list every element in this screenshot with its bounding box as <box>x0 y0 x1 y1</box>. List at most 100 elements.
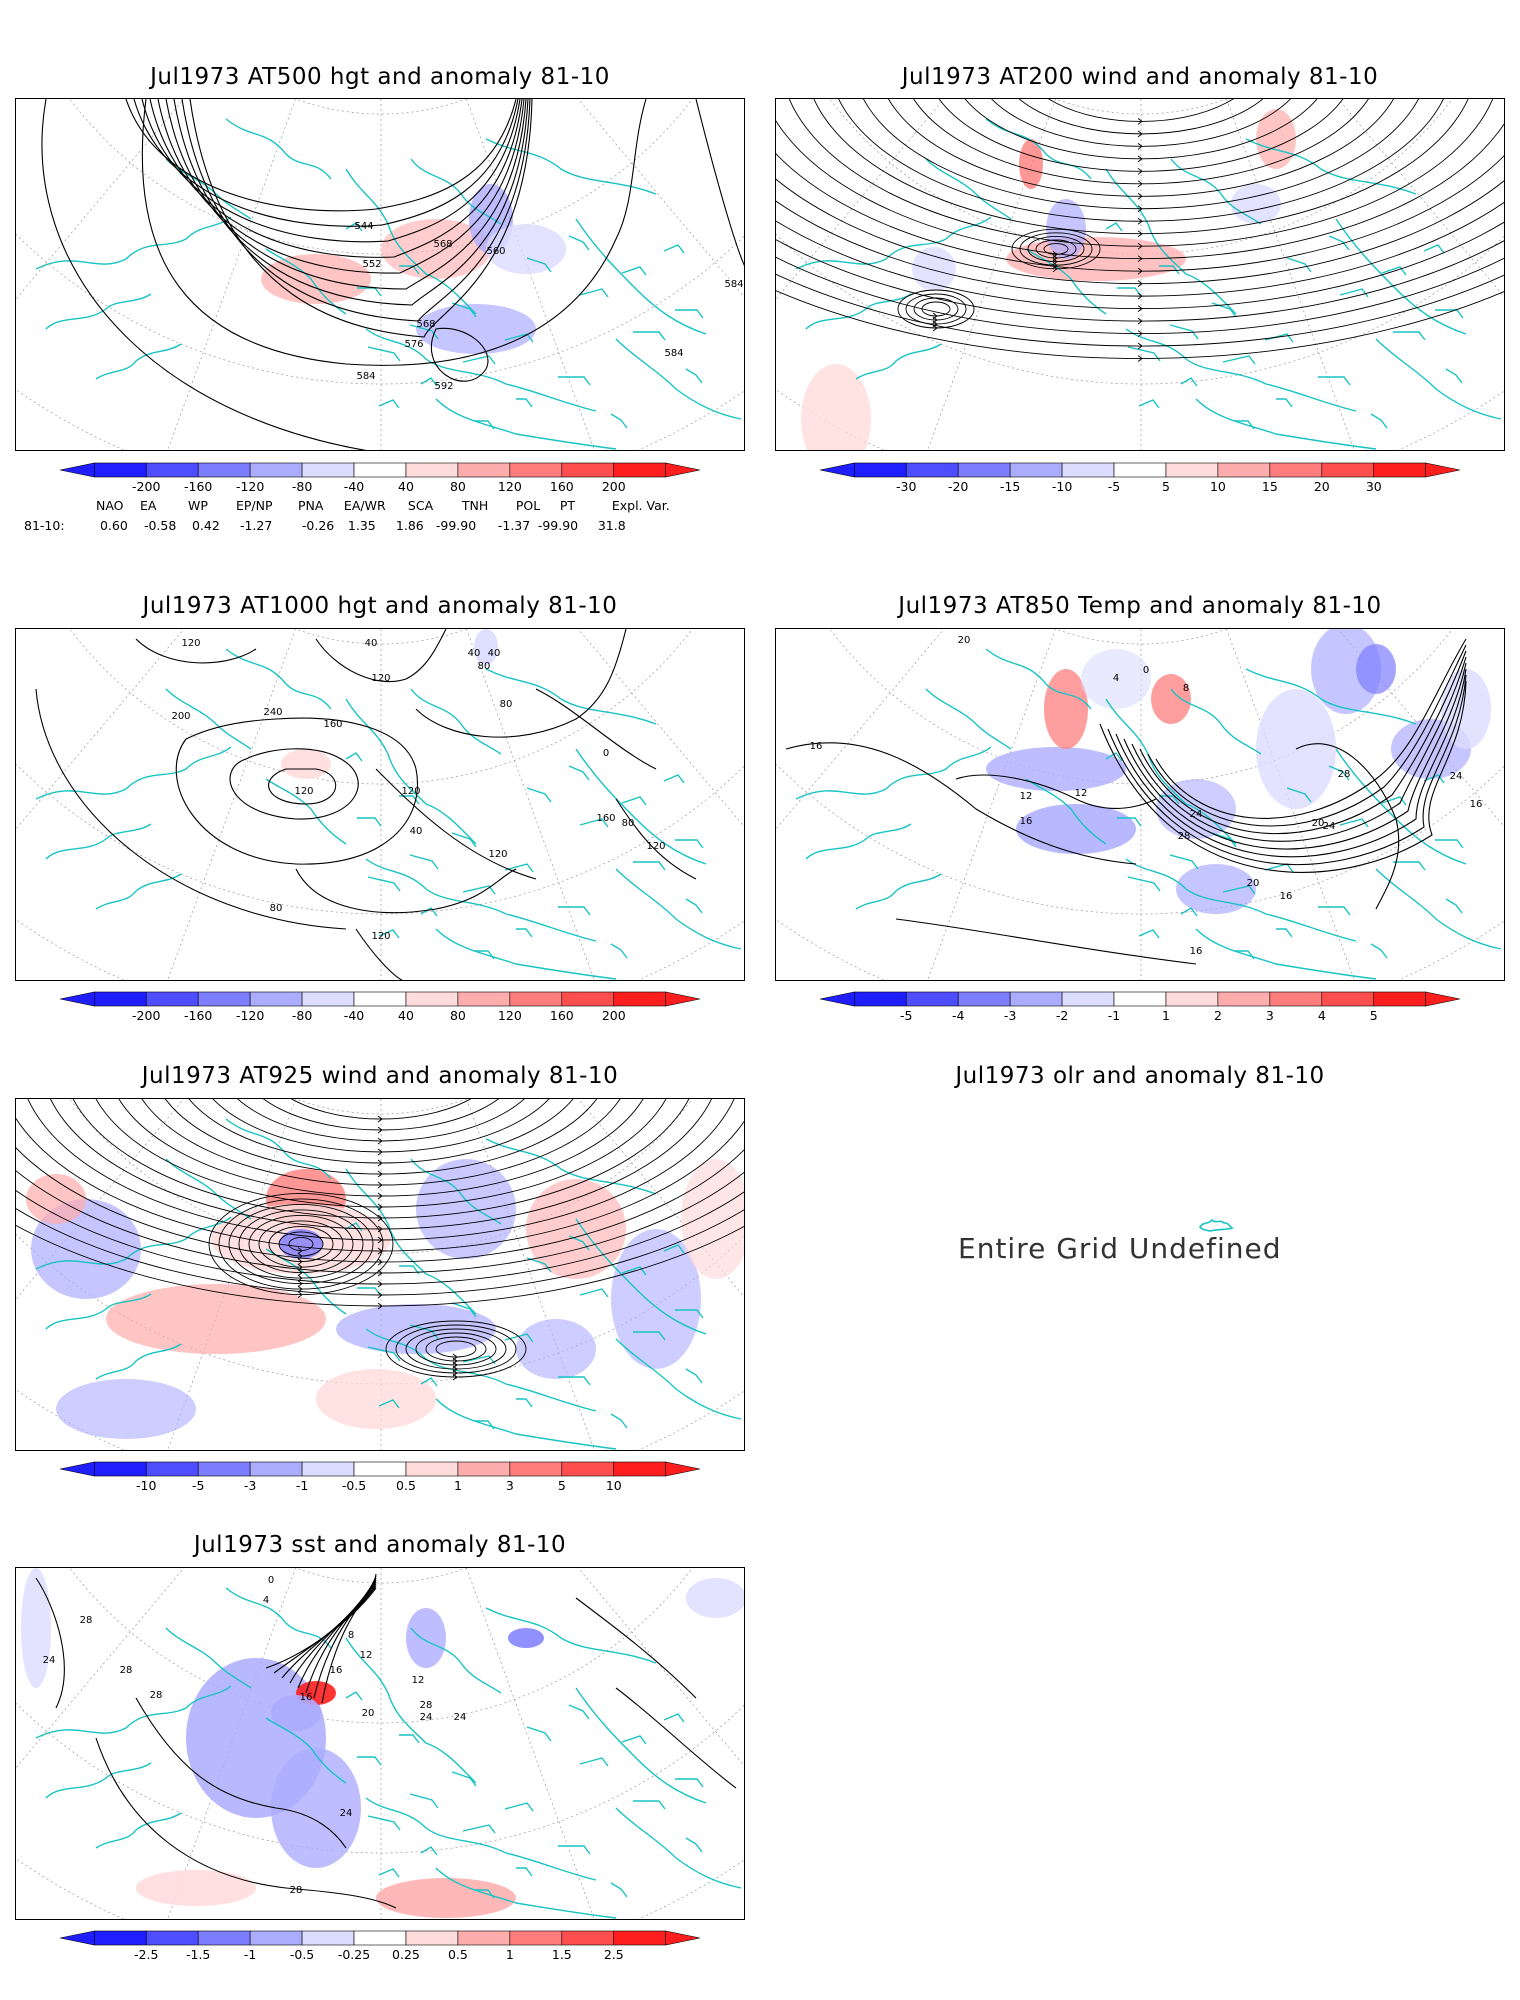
colorbar-tick-label: -120 <box>235 1008 265 1023</box>
map-canvas: 120 40 120 40 40 80 80 160 200 240 120 0 160 40 80 120 1… <box>16 629 744 980</box>
contour-label: 16 <box>810 741 823 752</box>
panel-title-at1000: Jul1973 AT1000 hgt and anomaly 81-10 <box>142 593 618 619</box>
colorbar-tick-label: 5 <box>1369 1008 1378 1023</box>
colorbar-tick-label: 120 <box>497 1008 522 1023</box>
contour-label: 584 <box>724 279 743 290</box>
colorbar-tick-label: 0.5 <box>447 1947 468 1962</box>
colorbar-tick-label: 2.5 <box>603 1947 624 1962</box>
colorbar-strip <box>59 1930 701 1946</box>
colorbar-sst <box>59 1929 701 1959</box>
anomaly-shading <box>516 1319 596 1379</box>
contour-label: 120 <box>488 849 507 860</box>
panel-title-sst: Jul1973 sst and anomaly 81-10 <box>193 1532 567 1558</box>
anomaly-shading <box>1044 669 1088 749</box>
anomaly-shading <box>106 1284 326 1354</box>
anomaly-shading <box>416 304 536 354</box>
colorbar-tick-label: 3 <box>1265 1008 1274 1023</box>
colorbar-swatch <box>353 462 407 478</box>
colorbar-tick-label: 120 <box>497 479 522 494</box>
contour-label: 80 <box>500 699 513 710</box>
colorbar-swatch <box>509 1930 563 1946</box>
colorbar-tick-label: 1.5 <box>551 1947 572 1962</box>
colorbar-tick-label: 160 <box>549 479 574 494</box>
contour-label: 24 <box>454 1712 467 1723</box>
contour-label: 24 <box>420 1712 433 1723</box>
colorbar-swatch <box>613 1461 667 1477</box>
colorbar-swatch <box>853 991 907 1007</box>
colorbar-tick-label: 4 <box>1317 1008 1326 1023</box>
colorbar-swatch <box>457 1930 511 1946</box>
colorbar-swatch <box>301 1461 355 1477</box>
map-panel-at925-wind <box>15 1098 745 1451</box>
contour-label: 4 <box>1113 673 1119 684</box>
tele-header-explvar: Expl. Var. <box>611 498 670 513</box>
colorbar-strip <box>59 1461 701 1477</box>
contour-labels: 20164081612121628242028241624201616 <box>810 635 1483 957</box>
coastlines <box>795 648 1502 980</box>
colorbar-swatch <box>249 1930 303 1946</box>
anomaly-shading <box>912 247 956 291</box>
colorbar-tick-label: 3 <box>505 1478 514 1493</box>
colorbar-arrow-high <box>665 1461 701 1477</box>
colorbar-swatch <box>405 1461 459 1477</box>
graticule <box>16 1568 744 1919</box>
contour-label: 560 <box>486 246 505 257</box>
colorbar-swatch <box>197 991 251 1007</box>
contour-label: 40 <box>365 638 378 649</box>
colorbar-swatch <box>93 1461 147 1477</box>
colorbar-arrow-low <box>59 1930 95 1946</box>
colorbar-swatch <box>1321 462 1375 478</box>
colorbar-arrow-high <box>665 991 701 1007</box>
colorbar-swatch <box>1009 991 1063 1007</box>
colorbar-tick-label: -5 <box>1107 479 1121 494</box>
coastlines <box>35 118 742 450</box>
colorbar-at925 <box>59 1460 701 1490</box>
tele-header-tnh: TNH <box>461 498 489 513</box>
colorbar-tick-label: 0.5 <box>396 1478 416 1493</box>
contour-label: 16 <box>1190 946 1203 957</box>
colorbar-arrow-high <box>1425 462 1461 478</box>
contour-label: 16 <box>300 1692 313 1703</box>
colorbar-swatch <box>561 1461 615 1477</box>
colorbar-tick-label: -4 <box>951 1008 965 1023</box>
map-canvas <box>16 1099 744 1450</box>
colorbar-swatch <box>353 1930 407 1946</box>
panel-title-olr: Jul1973 olr and anomaly 81-10 <box>955 1063 1325 1089</box>
colorbar-arrow-high <box>1425 991 1461 1007</box>
contour-label: 120 <box>371 673 390 684</box>
contour-label: 24 <box>1323 821 1336 832</box>
colorbar-tick-label: 5 <box>557 1478 566 1493</box>
contour-label: 120 <box>401 786 420 797</box>
colorbar-swatch <box>561 1930 615 1946</box>
colorbar-swatch <box>145 991 199 1007</box>
anomaly-shading <box>21 1568 51 1688</box>
panel-title-at500: Jul1973 AT500 hgt and anomaly 81-10 <box>150 64 610 90</box>
tele-header-nao: NAO <box>96 498 124 513</box>
colorbar-swatch <box>1373 991 1427 1007</box>
colorbar-swatch <box>457 1461 511 1477</box>
colorbar-arrow-low <box>819 991 855 1007</box>
contour-label: 28 <box>420 1700 433 1711</box>
tele-row-label: 81-10: <box>24 518 65 533</box>
colorbar-tick-label: 40 <box>398 479 414 494</box>
colorbar-swatch <box>1217 991 1271 1007</box>
contour-label: 0 <box>603 748 609 759</box>
anomaly-shading <box>281 749 331 779</box>
colorbar-tick-label: -3 <box>1003 1008 1017 1023</box>
colorbar-tick-label: -160 <box>183 1008 213 1023</box>
tele-val-sca: 1.86 <box>395 518 424 533</box>
anomaly-shading <box>31 1199 141 1299</box>
contour-label: 120 <box>294 786 313 797</box>
colorbar-tick-label: -80 <box>291 1008 313 1023</box>
contour-label: 584 <box>356 371 375 382</box>
colorbar-tick-label: -1 <box>295 1478 309 1493</box>
tele-header-ea: EA <box>139 498 157 513</box>
coastlines <box>35 648 742 980</box>
anomaly-shading <box>508 1628 544 1648</box>
colorbar-swatch <box>1217 462 1271 478</box>
contour-label: 12 <box>412 1675 425 1686</box>
colorbar-tick-label: 1 <box>505 1947 514 1962</box>
contour-label: 0 <box>1143 665 1149 676</box>
colorbar-swatch <box>301 1930 355 1946</box>
